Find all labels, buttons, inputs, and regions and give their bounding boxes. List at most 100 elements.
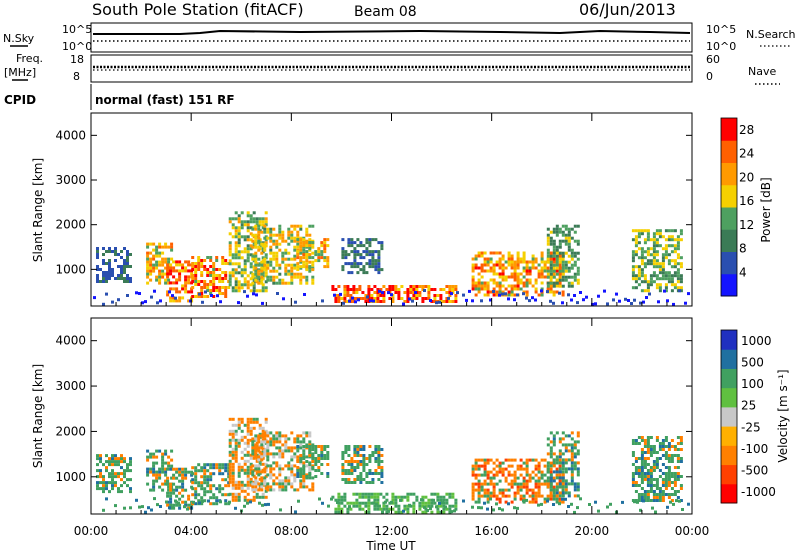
power-echo-cell: [507, 263, 511, 267]
power-echo-cell: [370, 294, 374, 297]
velocity-echo-cell: [450, 510, 453, 514]
velocity-echo-cell: [178, 485, 182, 489]
power-echo-cell: [254, 260, 258, 264]
power-echo-cell: [254, 251, 258, 255]
velocity-echo-cell: [175, 488, 179, 492]
power-echo-cell: [655, 229, 659, 233]
power-echo-cell: [546, 227, 550, 231]
power-echo-cell: [394, 291, 398, 294]
power-echo-cell: [349, 294, 353, 297]
power-echo-cell: [281, 251, 285, 255]
power-echo-cell: [406, 288, 410, 291]
power-echo-cell: [353, 265, 357, 269]
velocity-echo-cell: [129, 490, 132, 494]
power-echo-cell: [305, 244, 309, 248]
velocity-echo-cell: [492, 476, 496, 480]
power-echo-cell: [531, 254, 535, 258]
velocity-echo-cell: [606, 505, 609, 509]
power-echo-cell: [149, 269, 153, 273]
power-echo-cell: [528, 299, 531, 303]
power-echo-cell: [513, 287, 517, 291]
velocity-echo-cell: [486, 458, 490, 462]
power-echo-cell: [191, 256, 195, 259]
power-echo-cell: [221, 277, 225, 280]
power-echo-cell: [652, 238, 656, 242]
power-echo-cell: [197, 259, 201, 262]
power-echo-cell: [231, 226, 235, 230]
power-colorbar-tick: 24: [739, 147, 754, 161]
power-echo-cell: [415, 294, 419, 297]
power-echo-cell: [640, 274, 644, 278]
power-echo-cell: [343, 294, 347, 297]
velocity-echo-cell: [263, 467, 267, 471]
velocity-echo-cell: [117, 460, 120, 464]
velocity-echo-cell: [637, 457, 641, 460]
power-echo-cell: [540, 289, 543, 293]
power-echo-cell: [252, 220, 256, 224]
velocity-echo-cell: [477, 488, 481, 492]
velocity-echo-cell: [543, 500, 547, 504]
power-echo-cell: [567, 275, 571, 279]
power-echo-cell: [261, 256, 265, 260]
velocity-echo-cell: [203, 472, 207, 476]
velocity-echo-cell: [249, 429, 253, 433]
velocity-echo-cell: [516, 506, 519, 510]
power-echo-cell: [344, 262, 348, 266]
velocity-echo-cell: [549, 455, 553, 459]
power-echo-cell: [311, 263, 315, 267]
velocity-echo-cell: [341, 457, 345, 460]
power-echo-cell: [558, 251, 562, 255]
power-echo-cell: [567, 245, 571, 249]
power-echo-cell: [305, 275, 309, 279]
velocity-echo-cell: [123, 481, 126, 485]
velocity-echo-cell: [507, 494, 511, 498]
power-echo-cell: [281, 233, 285, 237]
power-echo-cell: [308, 260, 312, 264]
velocity-echo-cell: [573, 461, 577, 465]
power-echo-cell: [252, 265, 256, 269]
velocity-echo-cell: [260, 482, 264, 486]
velocity-echo-cell: [486, 500, 490, 504]
velocity-echo-cell: [249, 432, 253, 436]
velocity-echo-cell: [379, 492, 383, 496]
velocity-echo-cell: [634, 457, 638, 460]
velocity-echo-cell: [257, 458, 261, 462]
power-echo-cell: [456, 291, 459, 295]
velocity-echo-cell: [240, 450, 244, 454]
velocity-echo-cell: [534, 500, 538, 504]
power-echo-cell: [212, 277, 216, 280]
power-echo-cell: [203, 280, 207, 283]
velocity-echo-cell: [167, 464, 171, 468]
velocity-echo-cell: [486, 470, 490, 474]
power-echo-cell: [498, 266, 502, 270]
velocity-echo-cell: [492, 485, 496, 489]
velocity-echo-cell: [522, 482, 526, 486]
power-echo-cell: [570, 266, 574, 270]
velocity-echo-cell: [308, 448, 312, 451]
velocity-echo-cell: [172, 491, 176, 495]
velocity-echo-cell: [352, 492, 356, 496]
power-echo-cell: [379, 300, 383, 303]
power-echo-cell: [237, 283, 241, 287]
velocity-echo-cell: [234, 492, 238, 496]
power-echo-cell: [237, 265, 241, 269]
power-echo-cell: [633, 298, 636, 302]
power-echo-cell: [269, 251, 273, 255]
velocity-echo-cell: [406, 510, 410, 514]
power-echo-cell: [570, 236, 574, 240]
power-echo-cell: [308, 269, 312, 273]
power-echo-cell: [141, 301, 144, 305]
power-echo-cell: [281, 260, 285, 264]
power-echo-cell: [519, 278, 523, 282]
power-echo-cell: [471, 266, 475, 270]
velocity-echo-cell: [436, 495, 440, 499]
power-echo-cell: [146, 266, 150, 270]
power-echo-cell: [631, 265, 635, 269]
velocity-echo-cell: [519, 488, 523, 492]
power-echo-cell: [200, 262, 204, 265]
power-echo-cell: [305, 253, 309, 257]
power-echo-cell: [231, 271, 235, 275]
power-echo-cell: [561, 290, 565, 294]
y-tick-label: 4000: [55, 128, 86, 142]
power-echo-cell: [365, 238, 369, 242]
